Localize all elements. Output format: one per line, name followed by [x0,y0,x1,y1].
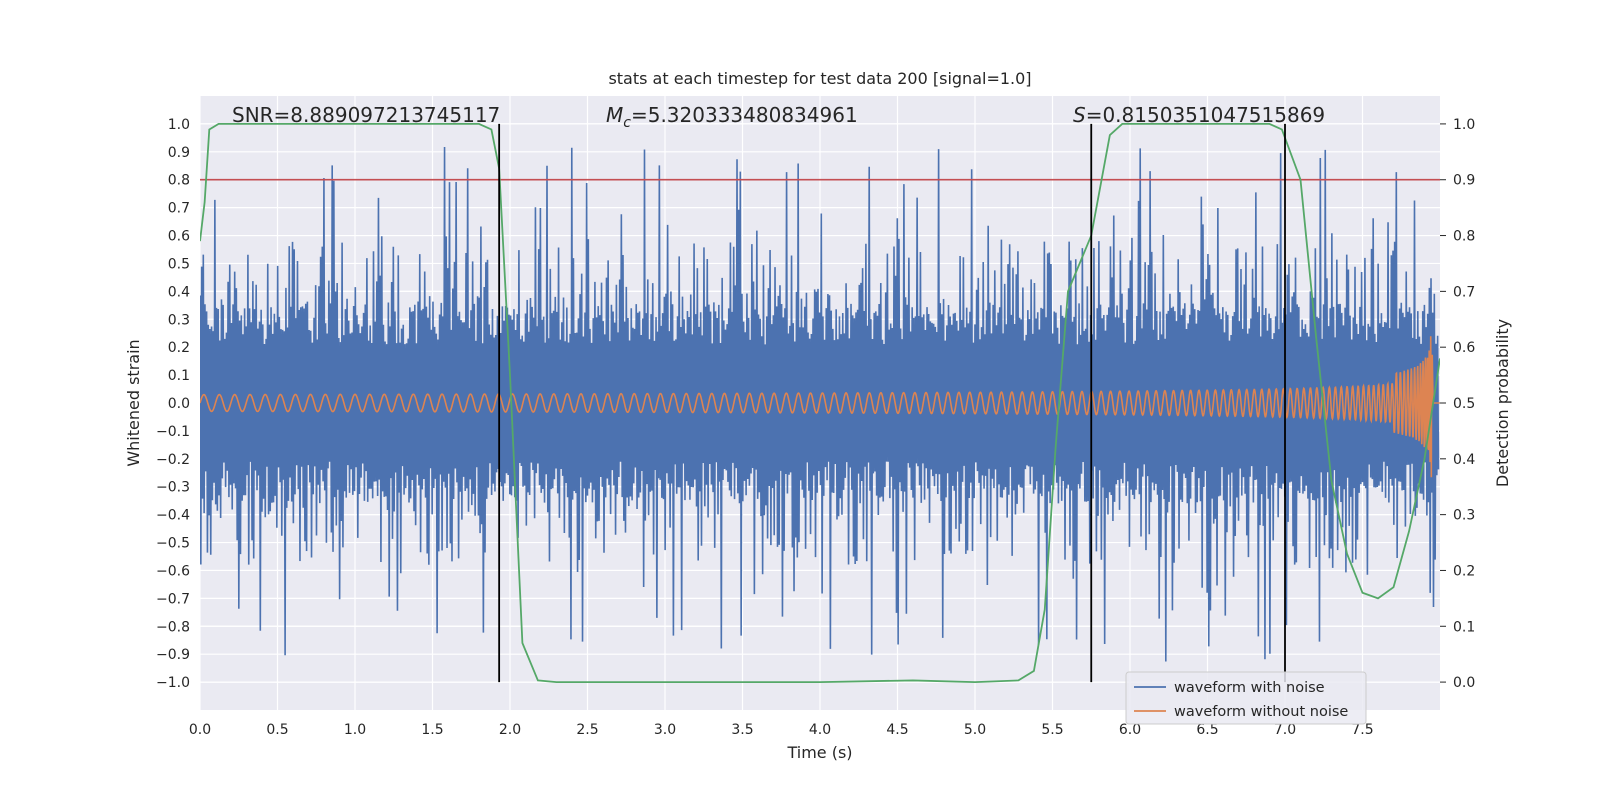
axis-ticks: 0.0 0.5 1.0 1.5 2.0 2.5 3.0 3.5 4.0 4.5 5.0 5.5 6.0 6… [156,117,1475,738]
chirp-mass-value: =5.320333480834961 [631,103,858,127]
y-tick-label: 0.7 [168,201,190,217]
y-tick-label: 0.5 [168,256,190,272]
x-tick-label: 6.0 [1119,722,1141,738]
y-tick-label: −0.8 [156,619,190,635]
y-tick-label: −0.4 [156,508,190,524]
y-tick-label: 0.2 [168,340,190,356]
legend-label-waveform-without-noise: waveform without noise [1174,704,1348,720]
y-tick-label: −0.5 [156,536,190,552]
right-y-axis-title: Detection probability [1493,319,1512,487]
right-y-tick-label: 0.1 [1453,619,1475,635]
y-tick-label: −0.6 [156,563,190,579]
y-tick-label: 0.4 [168,284,190,300]
series-line-waveform-without-noise [200,336,1440,478]
right-y-tick-label: 0.4 [1453,452,1475,468]
x-tick-label: 1.0 [344,722,366,738]
y-tick-label: 1.0 [168,117,190,133]
s-value: =0.8150351047515869 [1086,103,1325,127]
y-tick-label: −0.9 [156,647,190,663]
chirp-mass-symbol: M [606,103,623,127]
y-tick-label: 0.3 [168,312,190,328]
series-layer [200,123,1440,683]
x-axis-title: Time (s) [786,743,852,762]
right-y-tick-label: 0.6 [1453,340,1475,356]
right-y-tick-label: 0.8 [1453,229,1475,245]
series-line-waveform-with-noise [200,147,1440,662]
right-y-tick-label: 0.9 [1453,173,1475,189]
x-tick-label: 4.0 [809,722,831,738]
right-y-tick-label: 0.5 [1453,396,1475,412]
x-tick-label: 3.5 [731,722,753,738]
x-tick-label: 5.5 [1041,722,1063,738]
chart-title: stats at each timestep for test data 200… [608,69,1031,88]
y-tick-label: 0.0 [168,396,190,412]
y-tick-label: 0.6 [168,229,190,245]
y-tick-label: −1.0 [156,675,190,691]
y-tick-label: 0.8 [168,173,190,189]
legend-label-waveform-with-noise: waveform with noise [1174,680,1325,696]
x-tick-label: 4.5 [886,722,908,738]
y-tick-label: −0.1 [156,424,190,440]
x-tick-label: 6.5 [1196,722,1218,738]
chirp-mass-annotation: Mc=5.320333480834961 [606,103,858,131]
legend-box [1125,671,1367,725]
x-tick-label: 3.0 [654,722,676,738]
x-tick-label: 2.5 [576,722,598,738]
right-y-tick-label: 1.0 [1453,117,1475,133]
right-y-tick-label: 0.3 [1453,508,1475,524]
series-line-detection-probability [200,123,1440,683]
y-tick-label: −0.3 [156,480,190,496]
y-tick-label: 0.1 [168,368,190,384]
x-tick-label: 7.0 [1274,722,1296,738]
y-tick-label: −0.7 [156,591,190,607]
y-axis-title: Whitened strain [124,339,143,466]
right-y-tick-label: 0.2 [1453,563,1475,579]
x-tick-label: 0.5 [266,722,288,738]
s-annotation: S=0.8150351047515869 [1073,103,1325,127]
right-y-tick-label: 0.7 [1453,284,1475,300]
x-tick-label: 0.0 [189,722,211,738]
x-tick-label: 5.0 [964,722,986,738]
y-tick-label: 0.9 [168,145,190,161]
legend: waveform with noise waveform without noi… [1125,671,1367,725]
s-symbol: S [1073,103,1086,127]
chirp-mass-subscript: c [623,115,631,131]
x-tick-label: 7.5 [1351,722,1373,738]
right-y-tick-label: 0.0 [1453,675,1475,691]
x-tick-label: 1.5 [421,722,443,738]
y-tick-label: −0.2 [156,452,190,468]
snr-annotation: SNR=8.889097213745117 [232,103,500,127]
x-tick-label: 2.0 [499,722,521,738]
